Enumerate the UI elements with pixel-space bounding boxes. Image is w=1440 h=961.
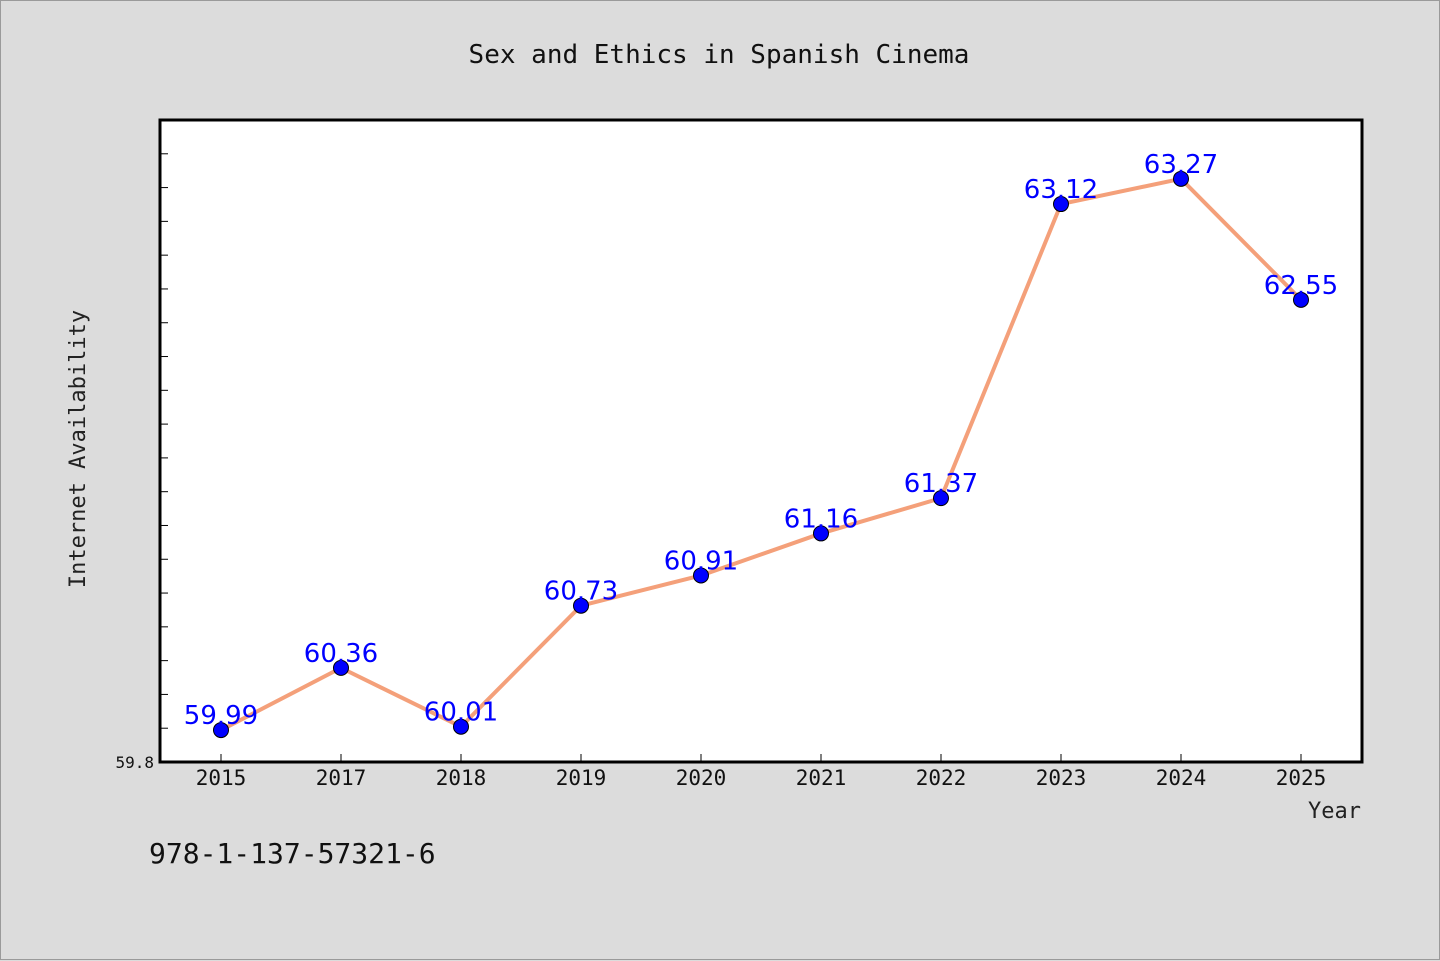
data-point <box>573 597 589 614</box>
data-labels: 59.99 60.36 60.01 60.73 60.91 61.16 61.37 63.12… <box>184 150 1338 731</box>
x-tick-label: 2018 <box>436 766 487 790</box>
data-markers <box>213 170 1309 739</box>
x-tick-label: 2017 <box>316 766 367 790</box>
x-tick-label: 2022 <box>916 766 967 790</box>
data-point <box>1053 196 1069 213</box>
x-tick-label: 2021 <box>796 766 847 790</box>
x-tick-label: 2024 <box>1156 766 1207 790</box>
x-tick-labels: 2015 2017 2018 2019 2020 2021 2022 2023 2024 2025 <box>196 766 1327 790</box>
x-tick-label: 2020 <box>676 766 727 790</box>
data-label: 63.12 <box>1024 175 1098 205</box>
data-label: 62.55 <box>1264 271 1338 301</box>
data-point <box>453 718 469 735</box>
data-label: 60.36 <box>304 639 378 669</box>
data-point <box>933 490 949 507</box>
data-label: 60.91 <box>664 546 738 576</box>
data-point <box>693 567 709 584</box>
data-point <box>333 659 349 676</box>
x-tick-label: 2023 <box>1036 766 1087 790</box>
data-label: 63.27 <box>1144 150 1218 180</box>
isbn-text: 978-1-137-57321-6 <box>149 837 436 870</box>
data-point <box>1173 170 1189 187</box>
y-tick-label: 59.8 <box>115 753 154 772</box>
data-point <box>813 525 829 542</box>
series-line-group <box>220 176 1303 732</box>
data-point <box>1293 291 1309 308</box>
data-label: 60.73 <box>544 577 618 607</box>
x-axis-label: Year <box>1308 799 1361 824</box>
y-axis-label: Internet Availability <box>66 310 91 588</box>
data-label: 61.16 <box>784 504 858 534</box>
series-line <box>220 176 1303 732</box>
data-label: 60.01 <box>424 698 498 728</box>
data-label: 61.37 <box>904 469 978 499</box>
data-point <box>213 722 229 739</box>
x-axis-ticks <box>220 754 1302 762</box>
x-tick-label: 2025 <box>1276 766 1327 790</box>
y-axis-ticks <box>160 119 168 763</box>
plot-area <box>158 118 1364 764</box>
chart-title: Sex and Ethics in Spanish Cinema <box>469 40 970 70</box>
x-tick-label: 2015 <box>196 766 247 790</box>
data-label: 59.99 <box>184 701 258 731</box>
x-tick-label: 2019 <box>556 766 607 790</box>
